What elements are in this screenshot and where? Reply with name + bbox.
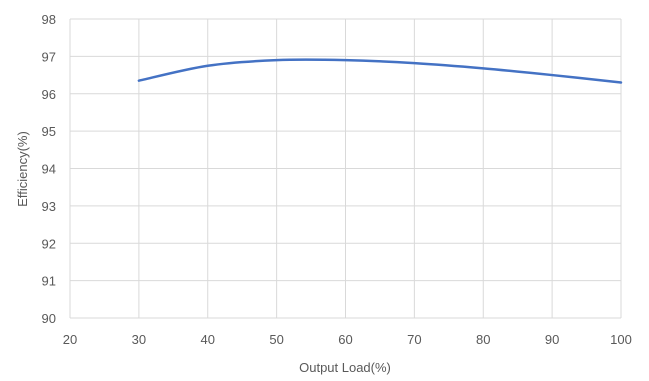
x-axis-ticks: 20 30 40 50 60 70 80 90 100 (63, 332, 632, 347)
grid (69, 18, 622, 319)
y-tick-label: 94 (42, 162, 56, 177)
x-tick-label: 20 (63, 332, 77, 347)
y-tick-label: 96 (42, 87, 56, 102)
y-tick-label: 93 (42, 199, 56, 214)
y-tick-label: 92 (42, 236, 56, 251)
series-layer (137, 58, 623, 84)
y-tick-label: 97 (42, 49, 56, 64)
y-tick-label: 91 (42, 274, 56, 289)
y-axis-ticks: 90 91 92 93 94 95 96 97 98 (42, 12, 56, 326)
x-tick-label: 90 (545, 332, 559, 347)
series-line (137, 58, 623, 84)
x-tick-label: 30 (132, 332, 146, 347)
y-tick-label: 95 (42, 124, 56, 139)
y-axis-title: Efficiency(%) (15, 131, 30, 207)
x-tick-label: 50 (269, 332, 283, 347)
x-tick-label: 80 (476, 332, 490, 347)
x-tick-label: 100 (610, 332, 632, 347)
x-tick-label: 40 (201, 332, 215, 347)
x-tick-label: 60 (338, 332, 352, 347)
x-tick-label: 70 (407, 332, 421, 347)
x-axis-title: Output Load(%) (299, 360, 391, 375)
y-tick-label: 90 (42, 311, 56, 326)
y-tick-label: 98 (42, 12, 56, 27)
